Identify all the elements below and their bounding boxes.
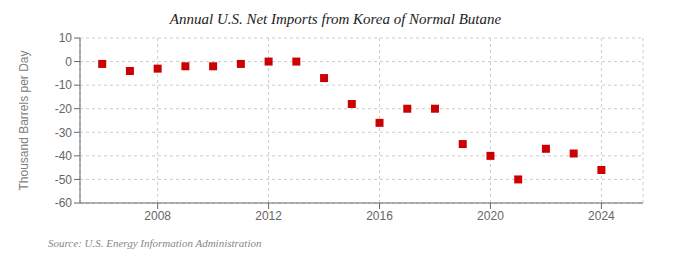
svg-text:2024: 2024 (588, 209, 615, 223)
svg-text:-50: -50 (55, 173, 73, 187)
svg-text:-60: -60 (55, 196, 73, 210)
svg-text:-10: -10 (55, 78, 73, 92)
svg-text:-20: -20 (55, 102, 73, 116)
svg-text:10: 10 (59, 31, 73, 45)
svg-text:-40: -40 (55, 149, 73, 163)
svg-text:-30: -30 (55, 126, 73, 140)
html-text:Annual U.S. Net Imports from K: Annual U.S. Net Imports from Korea of No… (169, 11, 502, 27)
svg-text:Thousand Barrels per Day: Thousand Barrels per Day (17, 50, 31, 190)
svg-text:2012: 2012 (255, 209, 282, 223)
svg-text:0: 0 (65, 55, 72, 69)
html-text:Source: U.S. Energy Informatio: Source: U.S. Energy Information Administ… (48, 237, 262, 249)
svg-text:2020: 2020 (477, 209, 504, 223)
svg-text:2016: 2016 (366, 209, 393, 223)
svg-text:2008: 2008 (144, 209, 171, 223)
